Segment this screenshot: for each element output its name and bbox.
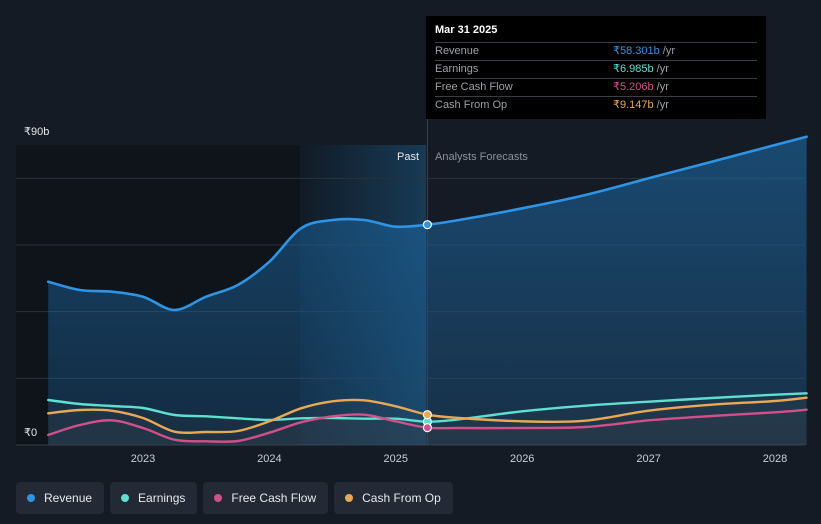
free-cash-flow-marker (422, 423, 432, 433)
tooltip-unit-free-cash-flow: /yr (656, 81, 669, 93)
past-label: Past (397, 151, 419, 163)
revenue-line (46, 135, 808, 312)
tooltip-label-revenue: Revenue (435, 45, 480, 57)
tooltip-value-revenue: ₹58.301b (613, 45, 660, 57)
y-axis-top-label: ₹90b (24, 126, 49, 138)
tooltip-value-free-cash-flow: ₹5.206b (613, 81, 654, 93)
tooltip-row-cash-from-op: Cash From Op ₹9.147b /yr (435, 96, 757, 114)
series-lines (46, 135, 808, 443)
free-cash-flow-line (47, 408, 808, 443)
tooltip-label-free-cash-flow: Free Cash Flow (435, 81, 513, 93)
legend-label-revenue: Revenue (44, 491, 93, 505)
tooltip-value-earnings: ₹6.985b (613, 63, 654, 75)
legend-item-revenue[interactable]: Revenue (16, 482, 105, 514)
tooltip-row-free-cash-flow: Free Cash Flow ₹5.206b /yr (435, 78, 757, 96)
chart-legend: Revenue Earnings Free Cash Flow Cash Fro… (16, 482, 453, 516)
tooltip-label-cash-from-op: Cash From Op (435, 99, 508, 111)
legend-item-earnings[interactable]: Earnings (110, 482, 198, 514)
earnings-line (47, 392, 808, 423)
tooltip-label-earnings: Earnings (435, 63, 479, 75)
x-axis-ticks: 2023 2024 2025 2026 2027 2028 (131, 453, 787, 465)
x-tick-label: 2027 (636, 453, 660, 465)
cash-from-op-line (47, 396, 808, 435)
tooltip-date: Mar 31 2025 (435, 24, 498, 36)
data-tooltip: Mar 31 2025 Revenue ₹58.301b /yr Earning… (426, 16, 766, 119)
legend-item-free-cash-flow[interactable]: Free Cash Flow (203, 482, 329, 514)
legend-dot-revenue-icon (27, 494, 35, 502)
legend-dot-cash-from-op-icon (345, 494, 354, 502)
tooltip-unit-cash-from-op: /yr (656, 99, 669, 111)
x-tick-label: 2024 (257, 453, 281, 465)
x-tick-label: 2028 (763, 453, 787, 465)
tooltip-unit-revenue: /yr (662, 45, 675, 57)
x-tick-label: 2025 (384, 453, 408, 465)
legend-dot-free-cash-flow-icon (214, 494, 223, 502)
legend-dot-earnings-icon (121, 494, 130, 502)
x-tick-label: 2023 (131, 453, 155, 465)
free-cash-flow-area (48, 409, 807, 445)
legend-label-earnings: Earnings (138, 491, 186, 505)
forecast-label: Analysts Forecasts (435, 151, 528, 163)
legend-label-free-cash-flow: Free Cash Flow (231, 491, 317, 505)
tooltip-unit-earnings: /yr (656, 63, 669, 75)
y-axis-bottom-label: ₹0 (24, 427, 37, 439)
revenue-marker (422, 220, 432, 230)
tooltip-value-cash-from-op: ₹9.147b (613, 99, 654, 111)
x-tick-label: 2026 (510, 453, 534, 465)
legend-item-cash-from-op[interactable]: Cash From Op (334, 482, 453, 514)
cash-from-op-marker (422, 410, 432, 420)
tooltip-row-revenue: Revenue ₹58.301b /yr (435, 42, 757, 60)
tooltip-row-earnings: Earnings ₹6.985b /yr (435, 60, 757, 78)
legend-label-cash-from-op: Cash From Op (362, 491, 441, 505)
series-markers (422, 220, 432, 433)
